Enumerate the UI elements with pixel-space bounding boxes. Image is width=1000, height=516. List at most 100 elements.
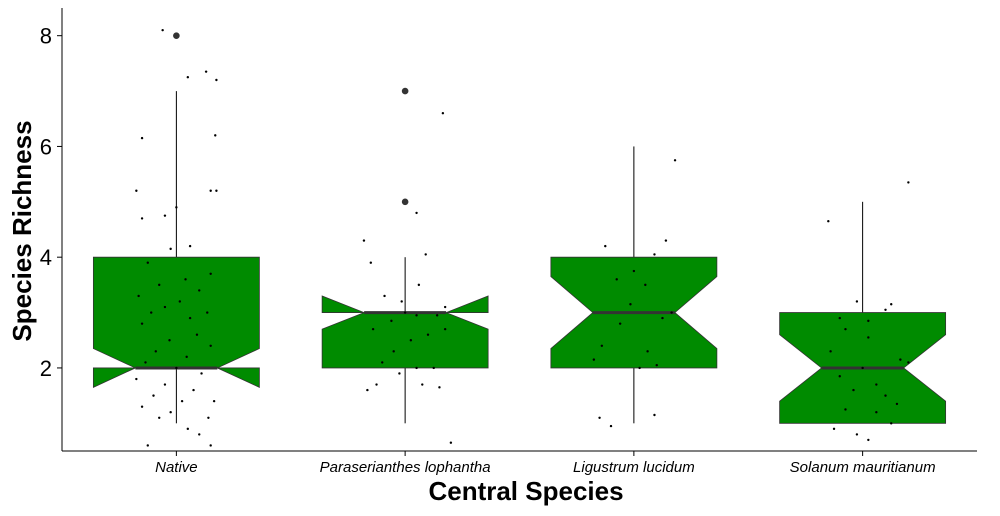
y-axis-title: Species Richness — [7, 120, 37, 341]
jitter-point — [195, 333, 199, 336]
jitter-point — [188, 316, 192, 320]
x-tick-label: Native — [155, 459, 198, 476]
outlier-point — [173, 32, 180, 39]
jitter-point — [163, 305, 167, 309]
jitter-point — [140, 322, 144, 325]
jitter-point — [907, 181, 910, 184]
jitter-point — [443, 305, 447, 309]
jitter-point — [137, 294, 140, 298]
jitter-point — [832, 427, 836, 431]
jitter-point — [670, 311, 673, 314]
jitter-point — [664, 239, 668, 242]
jitter-point — [180, 399, 184, 403]
jitter-point — [206, 311, 209, 314]
jitter-point — [146, 261, 149, 264]
jitter-point — [415, 366, 418, 370]
box-4 — [779, 201, 947, 424]
jitter-point — [875, 411, 878, 414]
jitter-point — [392, 350, 395, 353]
jitter-point — [381, 361, 384, 364]
jitter-point — [653, 253, 656, 256]
jitter-point — [907, 361, 910, 364]
jitter-point — [188, 244, 192, 248]
jitter-point — [398, 372, 401, 375]
notched-box — [92, 256, 260, 388]
jitter-point — [214, 134, 217, 137]
jitter-point — [844, 327, 847, 331]
jitter-point — [838, 375, 841, 378]
jitter-point — [186, 76, 190, 79]
jitter-point — [890, 422, 893, 425]
boxes-layer — [92, 32, 947, 424]
jitter-point — [184, 278, 187, 281]
jitter-point — [178, 300, 182, 303]
jitter-point — [827, 219, 830, 223]
jitter-point — [615, 278, 618, 281]
y-tick-label: 6 — [40, 134, 52, 159]
jitter-point — [867, 438, 870, 442]
jitter-point — [158, 416, 161, 419]
box-3 — [550, 146, 718, 424]
jitter-point — [890, 303, 893, 306]
jitter-point — [432, 366, 435, 370]
jitter-point — [449, 441, 453, 444]
jitter-point — [655, 363, 658, 367]
jitter-point — [390, 319, 393, 323]
jitter-point — [215, 189, 218, 192]
jitter-points-layer — [135, 28, 910, 447]
jitter-point — [415, 314, 418, 317]
jitter-point — [867, 319, 870, 323]
jitter-point — [424, 253, 427, 256]
jitter-point — [838, 316, 841, 320]
jitter-point — [175, 206, 178, 209]
jitter-point — [438, 386, 441, 389]
jitter-point — [409, 339, 413, 342]
jitter-point — [884, 308, 887, 311]
jitter-point — [644, 283, 647, 287]
jitter-point — [855, 300, 859, 303]
jitter-point — [192, 388, 195, 392]
x-ticks-layer: Native Paraserianthes lophantha Ligustrum … — [155, 451, 936, 476]
jitter-point — [618, 322, 622, 325]
jitter-point — [383, 294, 386, 298]
jitter-point — [175, 366, 178, 370]
y-ticks-layer: 2 4 6 8 — [40, 24, 62, 381]
jitter-point — [895, 402, 899, 406]
jitter-point — [140, 217, 144, 220]
jitter-point — [899, 358, 902, 361]
jitter-point — [592, 358, 596, 361]
outlier-point — [401, 87, 409, 95]
jitter-point — [144, 361, 147, 364]
jitter-point — [661, 316, 664, 320]
x-axis-title: Central Species — [428, 476, 623, 506]
jitter-point — [168, 339, 171, 342]
jitter-point — [169, 247, 172, 251]
jitter-point — [371, 327, 375, 331]
jitter-point — [844, 408, 847, 411]
jitter-point — [135, 189, 138, 192]
jitter-point — [415, 211, 418, 215]
jitter-point — [421, 383, 424, 386]
jitter-point — [163, 383, 167, 386]
jitter-point — [855, 433, 859, 436]
jitter-point — [598, 416, 601, 419]
jitter-point — [426, 333, 430, 336]
jitter-point — [186, 427, 190, 431]
jitter-point — [150, 311, 153, 314]
x-tick-label: Solanum mauritianum — [790, 459, 936, 476]
jitter-point — [875, 383, 878, 386]
jitter-point — [369, 261, 373, 264]
jitter-point — [135, 377, 138, 381]
x-tick-label: Paraserianthes lophantha — [320, 459, 491, 476]
jitter-point — [441, 112, 445, 115]
outlier-point — [401, 198, 409, 206]
jitter-point — [852, 388, 855, 392]
jitter-point — [867, 336, 870, 339]
box-2 — [321, 87, 489, 424]
box-1 — [92, 32, 260, 424]
jitter-point — [154, 350, 157, 353]
plot-panel — [61, 8, 977, 452]
jitter-point — [638, 366, 641, 370]
jitter-point — [215, 78, 218, 82]
jitter-point — [443, 327, 447, 331]
